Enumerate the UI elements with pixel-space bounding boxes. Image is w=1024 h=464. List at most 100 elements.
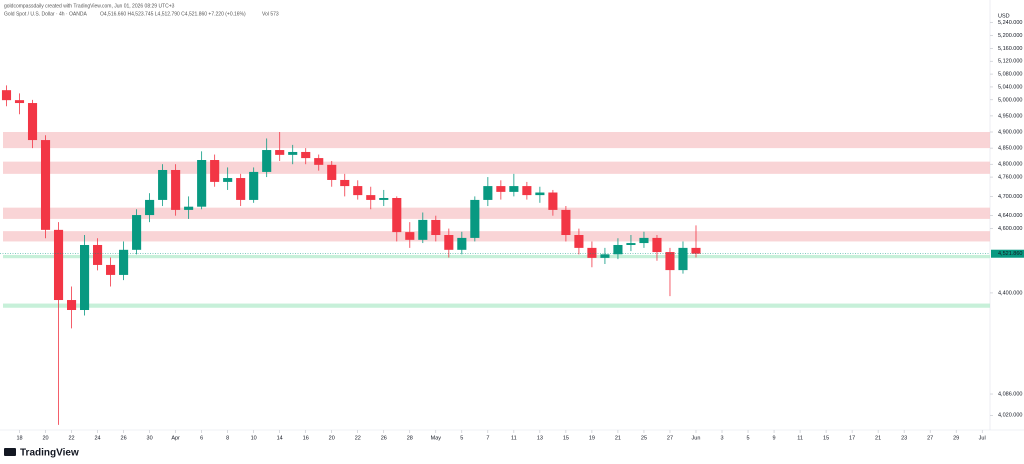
candle-body xyxy=(275,150,285,155)
x-tick-label: 23 xyxy=(901,435,907,441)
symbol-title: Gold Spot / U.S. Dollar · 4h · OANDA xyxy=(4,11,87,17)
candle-body xyxy=(66,300,77,311)
candle-body xyxy=(405,232,415,240)
candle-body xyxy=(210,160,220,182)
candle-body xyxy=(691,247,701,254)
y-tick-label: 5,240.000 xyxy=(998,20,1022,26)
x-tick-label: 13 xyxy=(537,435,543,441)
candle-body xyxy=(158,169,168,200)
x-tick-label: 11 xyxy=(797,435,803,441)
candle-body xyxy=(548,192,558,210)
candle-body xyxy=(418,219,428,240)
price-zone xyxy=(3,207,990,219)
price-zone xyxy=(3,231,990,242)
candle-body xyxy=(301,151,311,159)
price-zone xyxy=(3,161,990,174)
candle-body xyxy=(171,169,181,210)
candle-body xyxy=(626,243,636,245)
candle-body xyxy=(392,197,402,233)
x-tick-label: 19 xyxy=(589,435,595,441)
candle-body xyxy=(665,252,675,271)
x-tick-label: 5 xyxy=(746,435,749,441)
x-tick-label: May xyxy=(431,435,442,441)
price-zone xyxy=(3,254,990,259)
candle-body xyxy=(93,244,103,265)
candle-body xyxy=(80,244,90,311)
last-price-label: 4,521.860 xyxy=(998,251,1022,257)
y-tick-label: 4,600.000 xyxy=(998,226,1022,232)
candle-body xyxy=(431,219,441,236)
candle-body xyxy=(678,247,688,271)
x-tick-label: 25 xyxy=(641,435,647,441)
x-tick-label: 28 xyxy=(407,435,413,441)
x-tick-label: 9 xyxy=(773,435,776,441)
y-tick-label: 4,640.000 xyxy=(998,213,1022,219)
candle-body xyxy=(457,237,467,250)
candle-body xyxy=(366,195,376,200)
candle-body xyxy=(353,186,363,196)
candle-body xyxy=(561,209,571,236)
x-tick-label: 27 xyxy=(667,435,673,441)
x-tick-label: Apr xyxy=(171,435,180,441)
price-zone xyxy=(3,303,990,308)
x-tick-label: 15 xyxy=(823,435,829,441)
y-tick-label: 5,040.000 xyxy=(998,84,1022,90)
candle-body xyxy=(340,179,350,187)
candle-body xyxy=(53,229,64,301)
candle-body xyxy=(119,249,129,275)
candle-body xyxy=(106,264,116,275)
candle-body xyxy=(27,103,38,141)
ohlc-readout: O4,516.660 H4,523.745 L4,512.790 C4,521.… xyxy=(100,11,246,17)
x-tick-label: 20 xyxy=(329,435,335,441)
candle-body xyxy=(184,206,194,210)
y-tick-label: 4,760.000 xyxy=(998,175,1022,181)
brand-logo xyxy=(4,448,16,456)
volume-readout: Vol 573 xyxy=(262,11,279,17)
candle-body xyxy=(249,171,259,200)
y-tick-label: 5,120.000 xyxy=(998,59,1022,65)
candle-body xyxy=(496,186,506,192)
y-tick-label: 4,950.000 xyxy=(998,113,1022,119)
x-tick-label: 30 xyxy=(147,435,153,441)
candle-body xyxy=(613,244,623,255)
y-tick-label: 4,086.000 xyxy=(998,391,1022,397)
candle-body xyxy=(587,247,597,258)
y-tick-label: 5,200.000 xyxy=(998,33,1022,39)
candle-body xyxy=(444,235,454,250)
x-tick-label: 26 xyxy=(121,435,127,441)
candle-body xyxy=(288,151,298,155)
x-tick-label: 7 xyxy=(486,435,489,441)
candle-body xyxy=(327,164,337,180)
x-tick-label: Jul xyxy=(979,435,986,441)
x-tick-label: 14 xyxy=(277,435,283,441)
credit: goldcompassdaily created with TradingVie… xyxy=(4,3,175,9)
y-tick-label: 4,020.000 xyxy=(998,413,1022,419)
candle-body xyxy=(470,199,480,238)
x-tick-label: 6 xyxy=(200,435,203,441)
x-tick-label: 10 xyxy=(251,435,257,441)
x-tick-label: 17 xyxy=(849,435,855,441)
candle-body xyxy=(236,178,246,200)
candle-body xyxy=(262,150,272,172)
candle-body xyxy=(14,100,25,104)
candle-body xyxy=(639,237,649,244)
candle-body xyxy=(483,186,493,200)
candle-body xyxy=(145,199,155,216)
candle-body xyxy=(509,186,519,192)
x-tick-label: 18 xyxy=(16,435,22,441)
last-price-tag xyxy=(991,249,1024,258)
x-tick-label: 5 xyxy=(460,435,463,441)
price-zone xyxy=(3,132,990,149)
y-tick-label: 4,850.000 xyxy=(998,146,1022,152)
x-tick-label: 27 xyxy=(927,435,933,441)
y-tick-label: 4,900.000 xyxy=(998,129,1022,135)
x-tick-label: 16 xyxy=(303,435,309,441)
x-tick-label: Jun xyxy=(692,435,701,441)
candle-body xyxy=(600,254,610,258)
y-tick-label: 4,400.000 xyxy=(998,290,1022,296)
x-tick-label: 8 xyxy=(226,435,229,441)
x-tick-label: 22 xyxy=(355,435,361,441)
x-tick-label: 21 xyxy=(615,435,621,441)
candle-body xyxy=(223,178,233,182)
x-tick-label: 3 xyxy=(720,435,723,441)
